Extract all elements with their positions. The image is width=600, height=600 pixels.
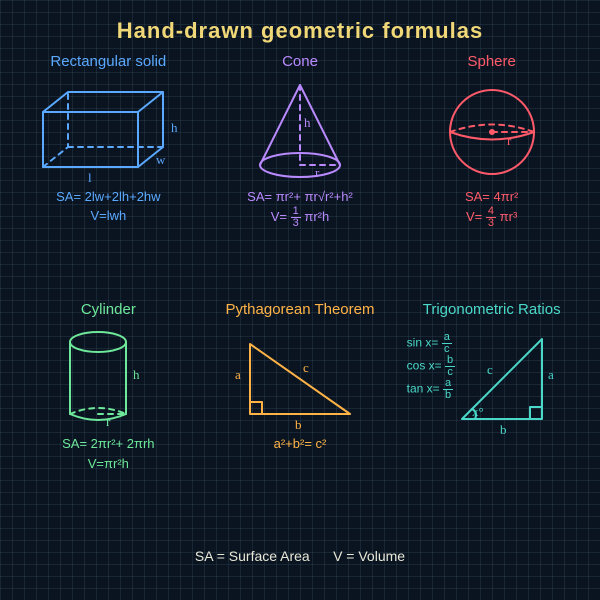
label-cylinder: Cylinder <box>81 302 136 319</box>
svg-text:h: h <box>304 115 311 130</box>
v-cylinder: V=πr²h <box>62 454 154 474</box>
formulas-cylinder: SA= 2πr²+ 2πrh V=πr²h <box>62 434 154 473</box>
svg-text:x°: x° <box>472 404 484 419</box>
diagram-cone: h r <box>215 77 385 187</box>
page-title: Hand-drawn geometric formulas <box>0 0 600 44</box>
svg-text:l: l <box>88 170 92 185</box>
svg-text:r: r <box>507 133 512 148</box>
cell-sphere: Sphere r SA= 4πr² V= 43 πr³ <box>398 54 585 297</box>
label-pythagorean: Pythagorean Theorem <box>226 302 375 319</box>
v-sphere: V= 43 πr³ <box>465 206 518 229</box>
pyth-formula: a²+b²= c² <box>274 434 327 454</box>
formulas-sphere: SA= 4πr² V= 43 πr³ <box>465 187 518 230</box>
formulas-pythagorean: a²+b²= c² <box>274 434 327 454</box>
cell-cone: Cone h r SA= πr²+ πr√r²+h² V= 13 πr²h <box>207 54 394 297</box>
sa-sphere: SA= 4πr² <box>465 187 518 207</box>
v-rect: V=lwh <box>56 206 160 226</box>
svg-text:r: r <box>315 165 320 180</box>
svg-text:c: c <box>303 360 309 375</box>
label-sphere: Sphere <box>467 54 515 71</box>
sa-cylinder: SA= 2πr²+ 2πrh <box>62 434 154 454</box>
svg-text:b: b <box>295 417 302 432</box>
v-cone: V= 13 πr²h <box>247 206 353 229</box>
shapes-grid: Rectangular solid h w l SA= 2lw+2lh+2hw … <box>0 44 600 544</box>
sa-cone: SA= πr²+ πr√r²+h² <box>247 187 353 207</box>
label-trig: Trigonometric Ratios <box>423 302 561 319</box>
cell-cylinder: Cylinder h r SA= 2πr²+ 2πrh V=πr²h <box>15 302 202 545</box>
cell-trig: Trigonometric Ratios sin x= ac cos x= bc… <box>398 302 585 545</box>
diagram-rect-solid: h w l <box>23 77 193 187</box>
diagram-sphere: r <box>407 77 577 187</box>
cell-pythagorean: Pythagorean Theorem a b c a²+b²= c² <box>207 302 394 545</box>
svg-text:w: w <box>156 152 166 167</box>
legend-sa: SA = Surface Area <box>195 548 310 564</box>
legend: SA = Surface Area V = Volume <box>0 544 600 564</box>
svg-text:a: a <box>235 367 241 382</box>
formulas-cone: SA= πr²+ πr√r²+h² V= 13 πr²h <box>247 187 353 230</box>
sa-rect: SA= 2lw+2lh+2hw <box>56 187 160 207</box>
formulas-rect-solid: SA= 2lw+2lh+2hw V=lwh <box>56 187 160 226</box>
diagram-cylinder: h r <box>23 324 193 434</box>
label-cone: Cone <box>282 54 318 71</box>
svg-text:r: r <box>106 414 111 429</box>
diagram-pythagorean: a b c <box>215 324 385 434</box>
legend-v: V = Volume <box>333 548 405 564</box>
trig-ratios: sin x= ac cos x= bc tan x= ab <box>407 332 455 401</box>
svg-text:h: h <box>171 120 178 135</box>
svg-text:b: b <box>500 422 507 437</box>
svg-text:h: h <box>133 367 140 382</box>
svg-text:c: c <box>487 362 493 377</box>
diagram-trig: sin x= ac cos x= bc tan x= ab a b c x° <box>407 324 577 434</box>
svg-text:a: a <box>548 367 554 382</box>
label-rect-solid: Rectangular solid <box>50 54 166 71</box>
cell-rect-solid: Rectangular solid h w l SA= 2lw+2lh+2hw … <box>15 54 202 297</box>
